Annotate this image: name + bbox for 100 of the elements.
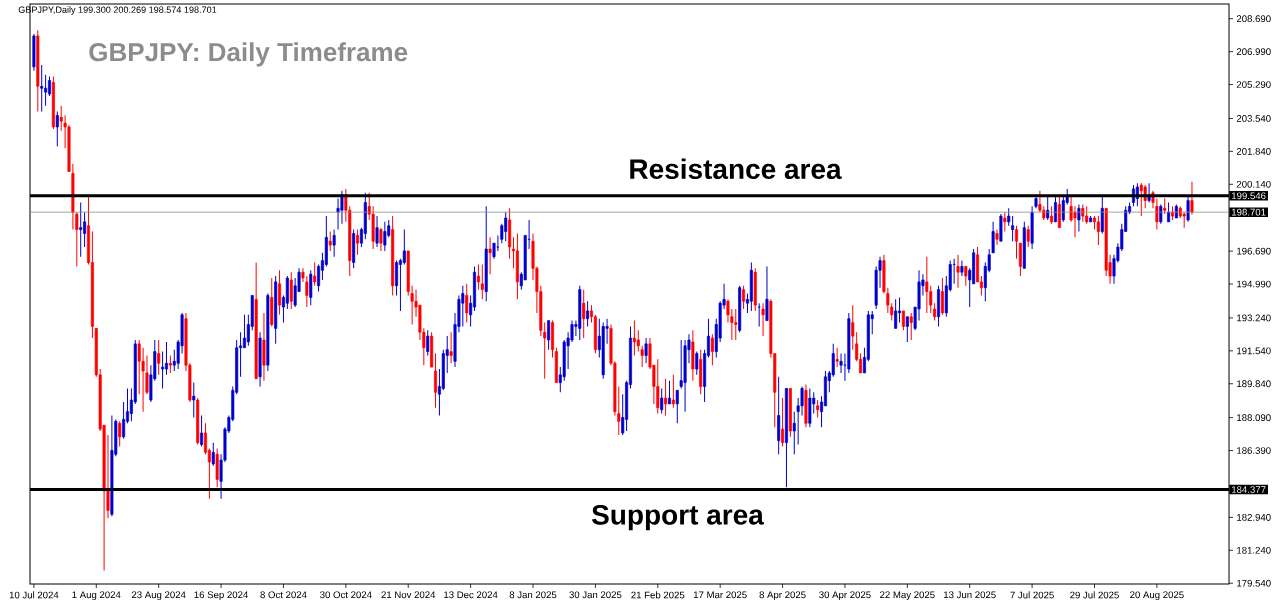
candlestick: [434, 353, 438, 409]
candlestick: [40, 64, 44, 112]
candlestick: [632, 320, 636, 356]
candlestick: [1026, 225, 1030, 248]
ref-line-label: 199.546: [1232, 192, 1266, 200]
x-tick-label: 17 Mar 2025: [693, 591, 747, 599]
y-tick-label: 191.540: [1237, 347, 1271, 355]
candlestick: [192, 382, 196, 418]
candlestick: [157, 339, 161, 376]
x-tick-label: 13 Dec 2024: [444, 591, 498, 599]
candlestick: [278, 269, 282, 316]
candlestick: [309, 269, 313, 306]
x-tick-label: 30 Apr 2025: [819, 591, 871, 601]
chart-subtitle: GBPJPY,Daily 199.300 200.269 198.574 198.701: [18, 6, 217, 15]
candlestick: [164, 341, 168, 376]
candlestick: [675, 389, 679, 424]
candlestick: [313, 262, 317, 287]
candlestick: [656, 358, 660, 415]
y-tick-label: 205.290: [1236, 81, 1271, 88]
candlestick: [1186, 196, 1190, 223]
candlestick: [122, 401, 126, 440]
candlestick: [1018, 242, 1022, 277]
y-tick-label: 201.840: [1236, 147, 1271, 155]
candlestick: [1011, 215, 1015, 242]
candlestick: [383, 221, 387, 252]
y-tick-label: 179.540: [1237, 579, 1271, 587]
candlestick: [1015, 225, 1019, 260]
candlestick: [1077, 203, 1081, 233]
candlestick: [289, 271, 293, 310]
candlestick: [901, 310, 905, 331]
candlestick: [375, 215, 379, 248]
candlestick: [1061, 196, 1065, 223]
candlestick: [1190, 181, 1194, 216]
annotation: Support area: [591, 504, 764, 531]
x-tick-label: 21 Feb 2025: [631, 591, 685, 599]
y-tick-label: 182.940: [1237, 513, 1271, 521]
y-tick-label: 208.690: [1236, 15, 1271, 23]
candlestick: [1046, 196, 1050, 221]
ref-line-label: 184.377: [1232, 486, 1266, 493]
candlestick: [547, 320, 551, 351]
candlestick: [582, 289, 586, 339]
candlestick: [317, 263, 321, 293]
candlestick: [83, 211, 87, 248]
y-tick-label: 189.840: [1237, 380, 1271, 388]
candlestick: [909, 312, 913, 341]
candlestick: [395, 260, 399, 296]
y-tick-label: 194.990: [1237, 280, 1271, 288]
annotation: Resistance area: [630, 158, 842, 180]
x-tick-label: 20 Aug 2025: [1130, 591, 1184, 601]
candlestick: [449, 331, 453, 364]
candlestick: [761, 302, 765, 337]
x-tick-label: 8 Jan 2025: [509, 591, 557, 599]
x-tick-label: 7 Jul 2025: [1010, 591, 1054, 599]
candlestick: [695, 351, 699, 376]
candlestick: [781, 397, 785, 447]
x-tick-label: 8 Apr 2025: [759, 591, 806, 601]
candlestick: [765, 265, 769, 322]
x-tick-label: 1 Aug 2024: [72, 591, 121, 601]
candlestick: [332, 229, 336, 258]
x-tick-label: 22 May 2025: [880, 591, 935, 601]
candlestick: [734, 308, 738, 341]
y-tick-label: 193.240: [1237, 314, 1271, 322]
candlestick: [664, 378, 668, 417]
candlestick: [476, 263, 480, 291]
candlestick: [940, 277, 944, 316]
candlestick: [835, 347, 839, 368]
candlestick: [402, 229, 406, 265]
candlestick: [480, 263, 484, 300]
x-tick-label: 29 Jul 2025: [1070, 591, 1119, 599]
x-tick-label: 30 Oct 2024: [320, 591, 372, 599]
candlestick: [660, 387, 664, 415]
candlestick: [328, 231, 332, 252]
candlestick: [426, 329, 430, 356]
candlestick: [55, 110, 59, 147]
candlestick: [671, 374, 675, 409]
candlestick: [905, 316, 909, 343]
x-tick-label: 16 Sep 2024: [194, 591, 248, 601]
candlestick: [710, 333, 714, 366]
candlestick: [504, 211, 508, 242]
y-tick-label: 188.090: [1237, 414, 1271, 422]
candlestick: [242, 314, 246, 349]
candlestick: [79, 202, 83, 258]
candlestick: [1073, 205, 1077, 238]
candlestick: [44, 74, 48, 107]
candlestick: [211, 442, 215, 467]
candlestick: [894, 298, 898, 329]
candlestick: [200, 415, 204, 447]
candlestick: [1139, 182, 1143, 217]
y-tick-label: 196.690: [1237, 247, 1271, 255]
candlestick: [667, 380, 671, 405]
x-tick-label: 8 Oct 2024: [260, 591, 307, 599]
candlestick: [956, 254, 960, 289]
candlestick: [757, 302, 761, 327]
candlestick: [644, 337, 648, 364]
candlestick: [1003, 211, 1007, 233]
candlestick: [379, 227, 383, 252]
y-tick-label: 186.390: [1237, 447, 1271, 454]
x-tick-label: 30 Jan 2025: [569, 591, 622, 599]
candlestick: [960, 260, 964, 277]
x-tick-label: 23 Aug 2024: [131, 591, 186, 601]
